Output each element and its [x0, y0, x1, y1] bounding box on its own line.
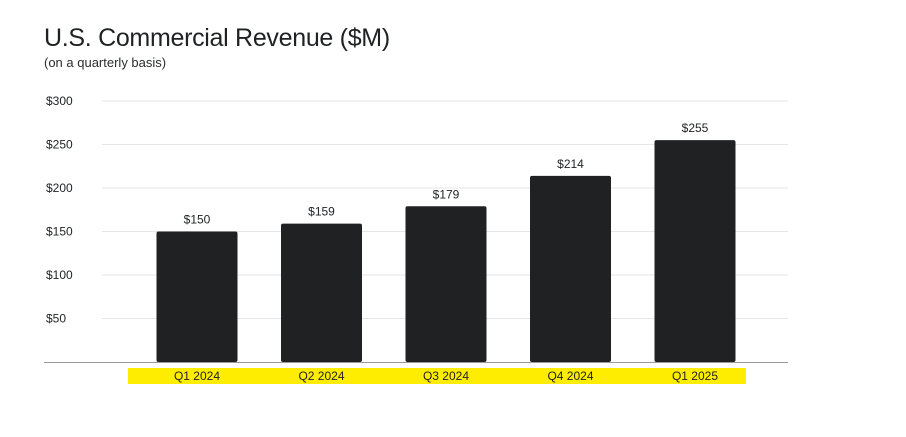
- y-tick-label: $300: [46, 94, 73, 108]
- category-highlight: [128, 368, 746, 384]
- chart-subtitle: (on a quarterly basis): [44, 55, 167, 70]
- bar: [530, 175, 611, 362]
- data-label: $214: [557, 157, 584, 171]
- category-label: Q1 2025: [672, 369, 718, 383]
- y-tick-label: $50: [46, 312, 66, 326]
- chart-title: U.S. Commercial Revenue ($M): [44, 24, 390, 52]
- y-tick-label: $200: [46, 181, 73, 195]
- category-label: Q3 2024: [423, 369, 469, 383]
- bar: [405, 206, 487, 362]
- y-tick-label: $100: [46, 268, 73, 282]
- data-label: $159: [308, 205, 335, 219]
- y-axis-ticks: $50 $100 $150 $200 $250 $300: [46, 94, 73, 326]
- category-label: Q2 2024: [298, 369, 344, 383]
- bar: [156, 231, 238, 362]
- y-tick-label: $150: [46, 225, 73, 239]
- y-tick-label: $250: [46, 138, 73, 152]
- x-axis-categories: Q1 2024 Q2 2024 Q3 2024 Q4 2024 Q1 2025: [174, 369, 718, 383]
- data-label: $150: [184, 213, 211, 227]
- bars: [156, 140, 736, 362]
- bar: [654, 140, 736, 362]
- data-labels: $150 $159 $179 $214 $255: [184, 121, 709, 226]
- data-label: $179: [433, 187, 460, 201]
- category-label: Q4 2024: [547, 369, 593, 383]
- bar: [281, 223, 362, 362]
- data-label: $255: [682, 121, 709, 135]
- category-label: Q1 2024: [174, 369, 220, 383]
